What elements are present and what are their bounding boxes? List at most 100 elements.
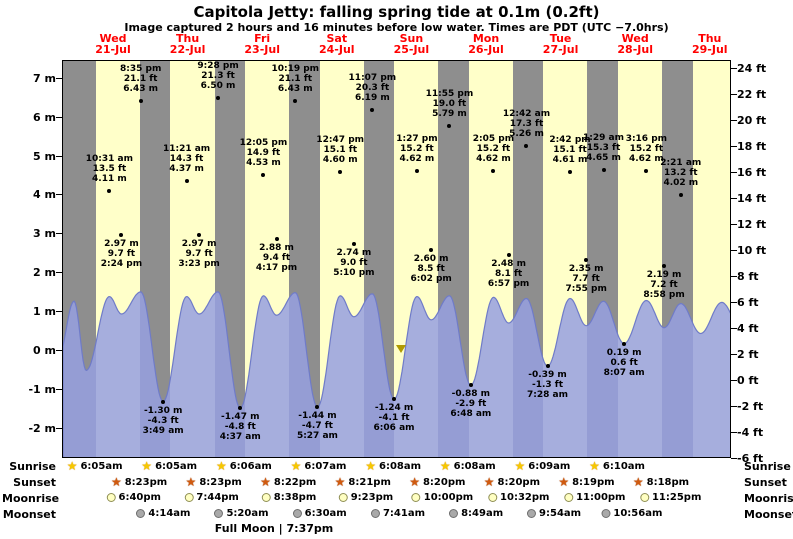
chart-title: Capitola Jetty: falling spring tide at 0… [193,3,600,21]
tide-point-line: 4:17 pm [255,262,298,273]
moonrise-time: 11:25pm [651,492,702,503]
moonset-entry: 6:30am [292,508,347,519]
tide-point-label: 12:05 pm 14.9 ft 4.53 m [231,138,295,168]
sunset-time: 8:18pm [646,476,690,488]
tide-point-line: 15.1 ft [553,144,587,155]
tide-point-line: 2:05 pm [472,134,515,145]
tide-point-line: 11:07 pm [348,73,397,84]
sunrise-row-label-right: Sunrise [744,460,791,473]
sunrise-entry: ★ 6:08am [365,460,421,472]
y-axis-right-tick [731,146,737,147]
y-axis-left-tick [56,233,62,235]
tide-point-line: -4.3 ft [147,415,179,426]
moonrise-entry: 7:44pm [184,492,239,503]
tide-point-dot [293,98,298,103]
y-axis-left-label: 5 m [33,149,56,163]
moonrise-icon [564,493,574,502]
tide-point-line: 21.1 ft [123,73,158,84]
y-axis-left-label: 7 m [33,71,56,85]
day-label-name: Thu [698,32,722,45]
tide-point-line: 6.50 m [200,81,236,92]
day-label-name: Mon [472,32,500,45]
sunset-entry: ★ 8:20pm [484,476,540,488]
tide-point-line: -0.39 m [528,370,567,381]
day-label-date: 23-Jul [244,43,280,56]
sunset-row-label-left: Sunset [13,476,56,489]
day-label: Tue 27-Jul [524,33,598,55]
tide-point-label: -1.30 m -4.3 ft 3:49 am [131,406,195,436]
y-axis-left-label: 1 m [33,305,56,319]
tide-point-dot [370,108,375,113]
tide-point-line: 10:31 am [85,154,133,165]
moonset-entry: 10:56am [601,508,662,519]
sunrise-icon: ★ [215,459,227,473]
tide-point-line: 9.0 ft [340,258,368,269]
moonrise-icon [261,493,271,502]
tide-point-line: 9.7 ft [185,249,213,260]
tide-point-dot [197,233,202,238]
tide-point-label: 2.19 m 7.2 ft 8:58 pm [632,270,696,300]
day-label-name: Thu [176,32,200,45]
tide-point-line: -4.7 ft [301,421,333,432]
tide-point-label: 12:47 pm 15.1 ft 4.60 m [308,135,372,165]
sunrise-time: 6:08am [379,460,422,472]
tide-point-line: 5.26 m [509,129,544,140]
tide-point-dot [392,397,397,402]
tide-point-line: 15.1 ft [323,145,357,156]
y-axis-right-label: 8 ft [737,270,759,283]
tide-point-line: 0.19 m [606,347,642,358]
day-label: Thu 22-Jul [151,33,225,55]
tide-point-label: 11:07 pm 20.3 ft 6.19 m [340,73,404,103]
tide-point-label: 2:42 pm 15.1 ft 4.61 m [538,135,602,165]
day-label: Fri 23-Jul [225,33,299,55]
tide-point-label: 11:55 pm 19.0 ft 5.79 m [417,89,481,119]
sunrise-time: 6:10am [602,460,645,472]
moonrise-time: 9:23pm [350,492,394,503]
sunset-icon: ★ [632,475,644,489]
tide-point-dot [491,169,496,174]
tide-point-line: 2.97 m [181,239,217,250]
day-label-date: 26-Jul [468,43,504,56]
tide-point-dot [567,169,572,174]
tide-point-label: -1.47 m -4.8 ft 4:37 am [208,412,272,442]
tide-point-line: -2.9 ft [455,399,487,410]
tide-point-line: 5:27 am [296,431,338,442]
tide-point-line: 8:35 pm [119,63,162,74]
tide-point-dot [119,233,124,238]
moonrise-row-label-left: Moonrise [2,492,60,505]
tide-point-label: 0.19 m 0.6 ft 8:07 am [592,348,656,378]
moonrise-time: 11:00pm [576,492,626,503]
sunrise-time: 6:08am [453,460,496,472]
sunrise-icon: ★ [365,459,377,473]
tide-point-line: 19.0 ft [432,98,467,109]
sunset-entry: ★ 8:21pm [335,476,391,488]
moonset-icon [292,509,302,518]
moonset-time: 6:30am [304,508,347,519]
y-axis-left-label: 0 m [33,344,56,357]
sunrise-icon: ★ [66,459,78,473]
tide-point-label: 1:29 am 15.3 ft 4.65 m [572,133,636,163]
sunset-icon: ★ [185,475,197,489]
tide-point-line: 20.3 ft [355,83,390,94]
tide-point-label: 11:21 am 14.3 ft 4.37 m [155,144,219,174]
day-label-date: 22-Jul [169,43,206,56]
current-time-marker [396,344,407,353]
y-axis-right-label: -6 ft [737,452,764,465]
tide-point-line: 7:28 am [527,390,568,401]
day-label-date: 28-Jul [617,43,653,56]
y-axis-right-label: -4 ft [737,426,764,439]
moonrise-time: 7:44pm [196,492,239,503]
tide-point-label: 8:35 pm 21.1 ft 6.43 m [109,64,173,94]
tide-point-line: -1.24 m [374,403,414,414]
tide-point-dot [107,189,112,194]
tide-point-dot [506,252,511,257]
sunrise-icon: ★ [589,459,600,473]
y-axis-right-tick [731,406,737,407]
sunrise-time: 6:05am [80,460,123,472]
sunrise-time: 6:07am [304,460,347,472]
tide-point-line: 6:02 pm [410,273,452,284]
tide-point-label: -0.88 m -2.9 ft 6:48 am [439,389,503,419]
sunrise-icon: ★ [290,459,302,473]
tide-point-dot [545,364,550,369]
sunset-icon: ★ [260,475,271,489]
